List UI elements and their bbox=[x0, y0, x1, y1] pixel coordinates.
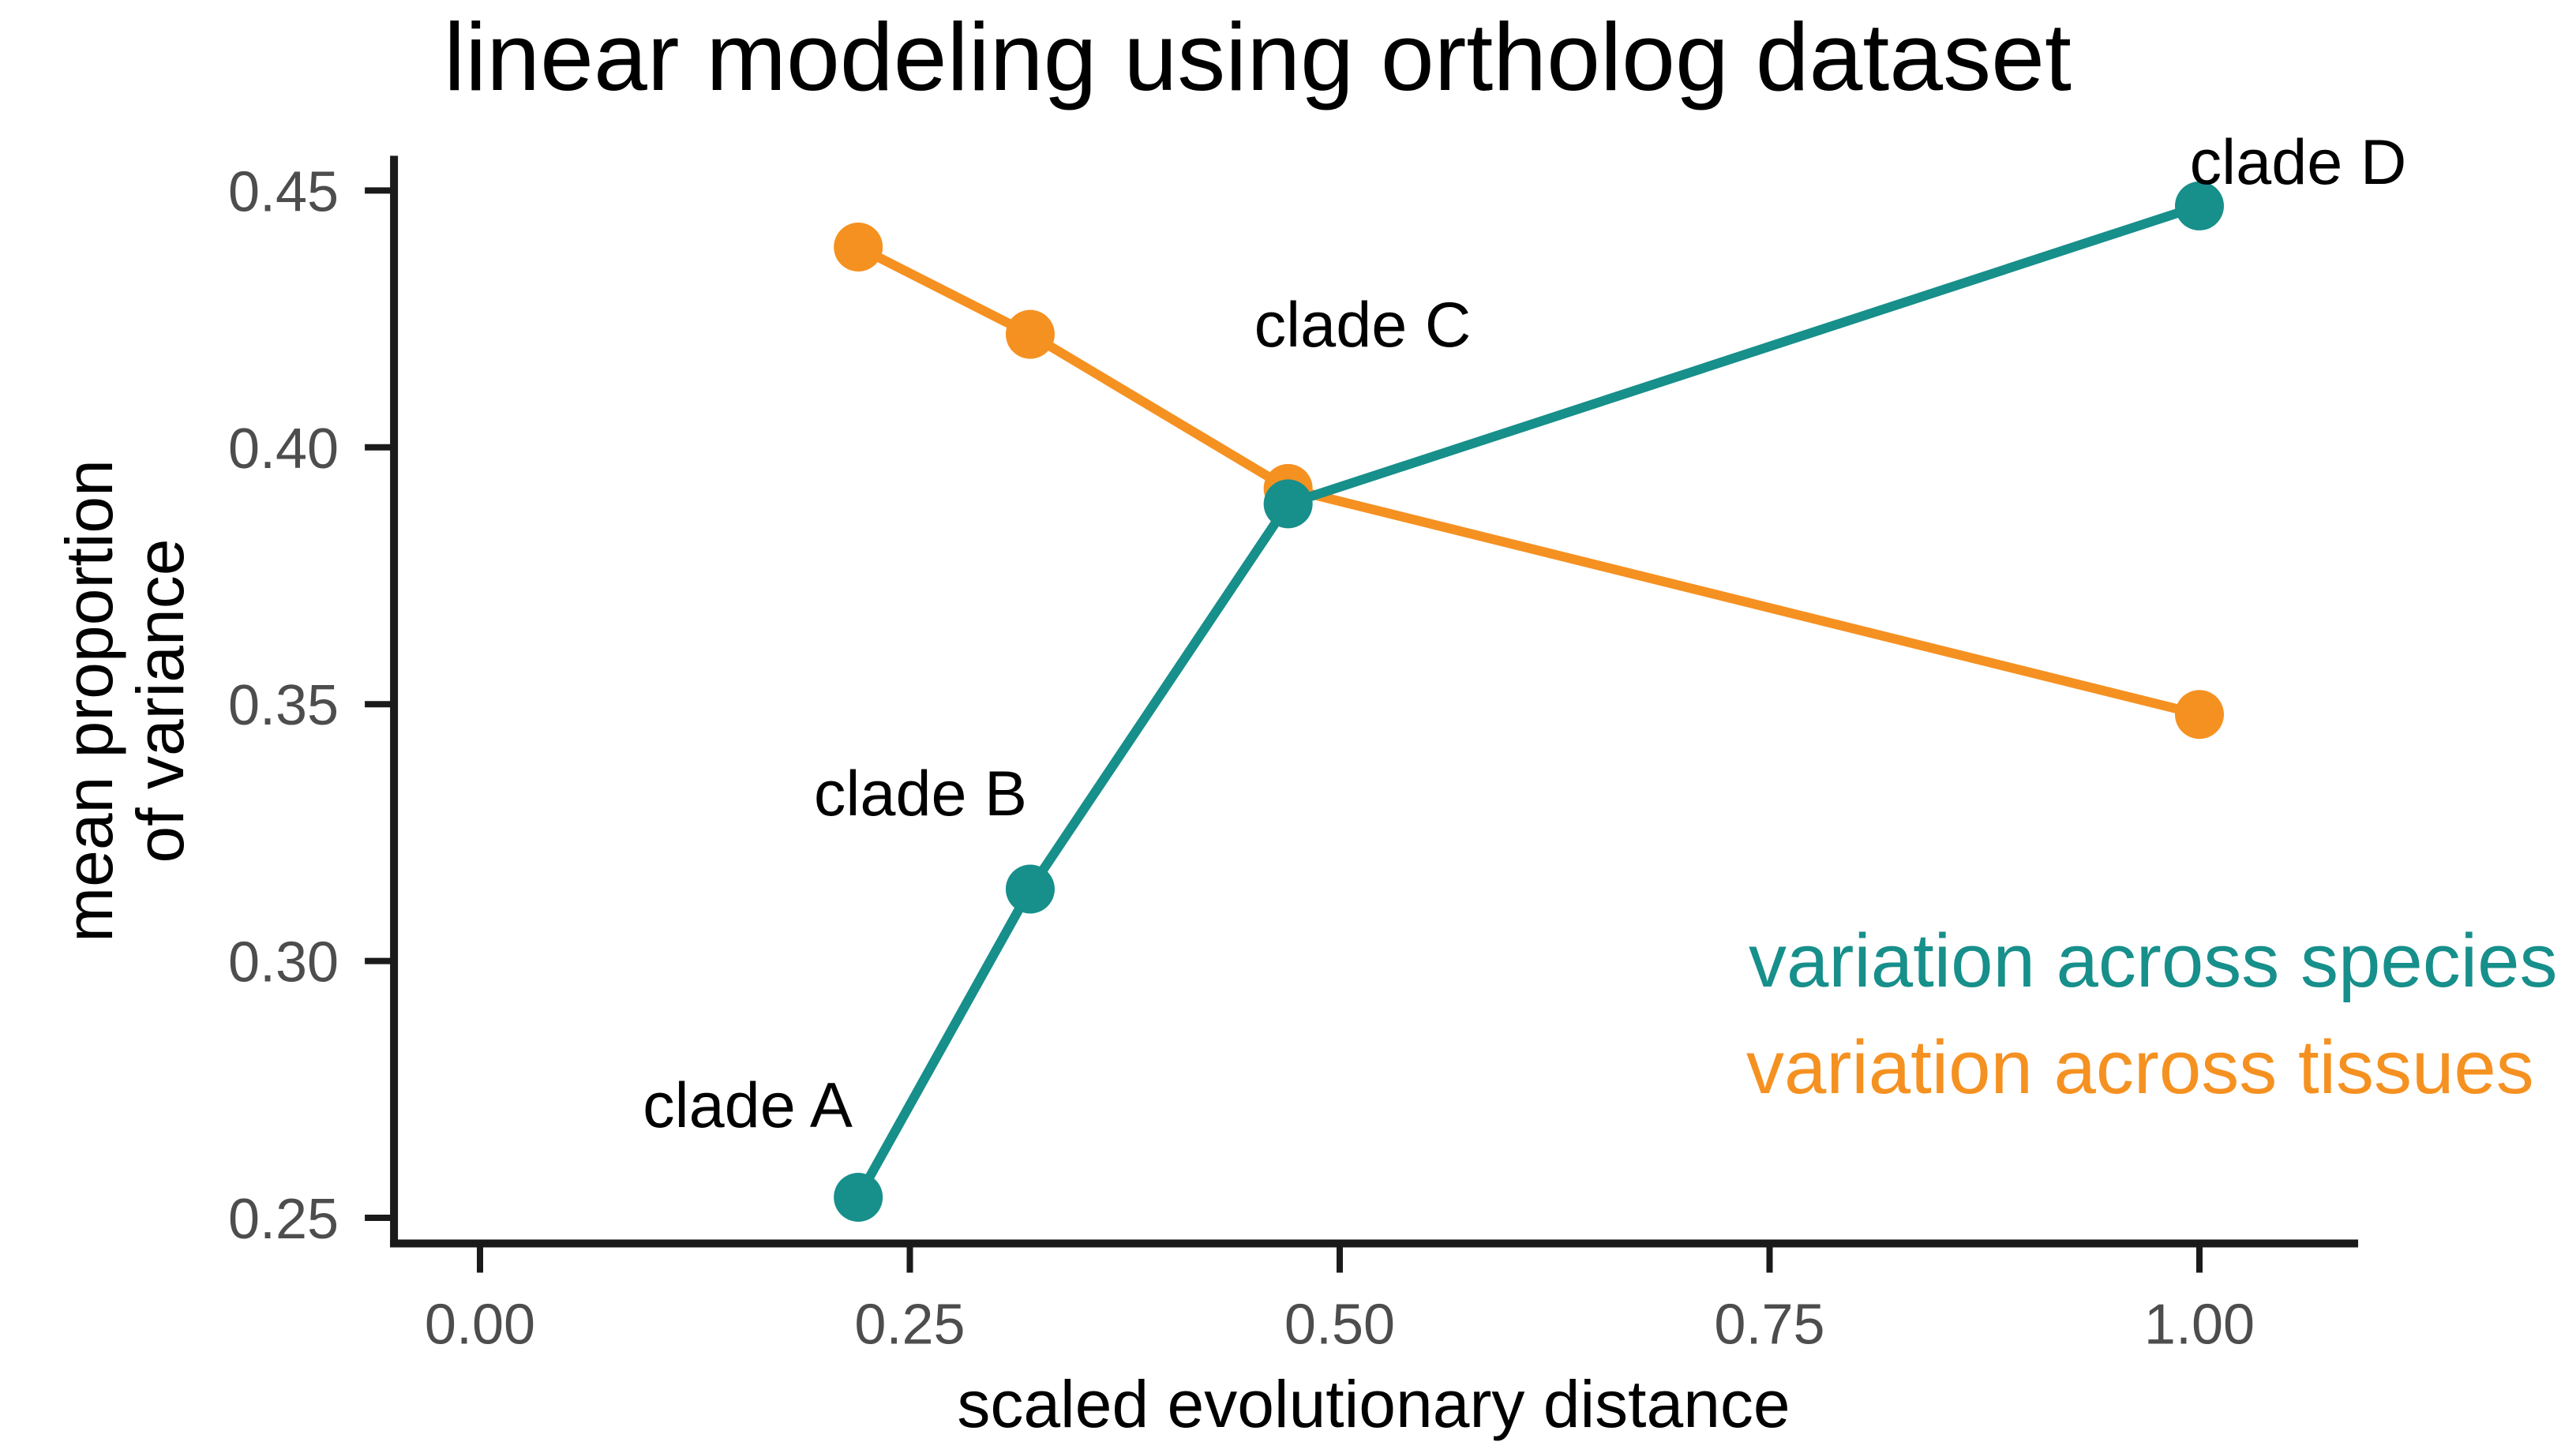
clade-label: clade C bbox=[1254, 290, 1472, 361]
y-tick-label: 0.45 bbox=[228, 160, 339, 223]
point-species-1 bbox=[834, 1172, 883, 1222]
y-axis-title-line-1: mean proportion bbox=[52, 459, 126, 942]
x-tick-label: 1.00 bbox=[2144, 1294, 2255, 1357]
x-axis-title: scaled evolutionary distance bbox=[957, 1367, 1790, 1441]
x-tick-label: 0.50 bbox=[1284, 1294, 1395, 1357]
y-axis-title-line-2: of variance bbox=[123, 539, 197, 863]
legend-label-tissues: variation across tissues bbox=[1746, 1025, 2534, 1110]
y-tick-label: 0.40 bbox=[228, 418, 339, 481]
clade-label: clade A bbox=[643, 1070, 853, 1141]
clade-annotations: clade A clade B clade C clade D bbox=[643, 127, 2406, 1141]
x-axis-ticks: 0.00 0.25 0.50 0.75 1.00 bbox=[425, 1243, 2255, 1357]
clade-label: clade B bbox=[814, 758, 1027, 829]
point-species-2 bbox=[1005, 864, 1055, 914]
point-tissues-4 bbox=[2175, 690, 2224, 740]
y-tick-label: 0.30 bbox=[228, 931, 339, 994]
series-layer bbox=[834, 181, 2224, 1222]
legend-label-species: variation across species bbox=[1749, 919, 2557, 1003]
x-tick-label: 0.75 bbox=[1714, 1294, 1824, 1357]
line-tissues bbox=[853, 242, 2204, 720]
point-tissues-1 bbox=[834, 222, 883, 272]
line-species bbox=[853, 200, 2204, 1202]
chart-title: linear modeling using ortholog dataset bbox=[444, 3, 2072, 110]
point-species-3 bbox=[1263, 479, 1313, 529]
x-tick-label: 0.25 bbox=[854, 1294, 965, 1357]
y-axis-title: mean proportion of variance bbox=[52, 459, 197, 942]
x-tick-label: 0.00 bbox=[425, 1294, 535, 1357]
clade-label: clade D bbox=[2190, 127, 2407, 198]
y-tick-label: 0.25 bbox=[228, 1188, 339, 1251]
y-axis-ticks: 0.25 0.30 0.35 0.40 0.45 bbox=[228, 160, 395, 1251]
point-tissues-2 bbox=[1005, 309, 1055, 359]
y-tick-label: 0.35 bbox=[228, 674, 339, 737]
point-species-4 bbox=[2175, 181, 2224, 230]
legend: variation across species variation across… bbox=[1746, 919, 2557, 1110]
series-species bbox=[834, 181, 2224, 1222]
